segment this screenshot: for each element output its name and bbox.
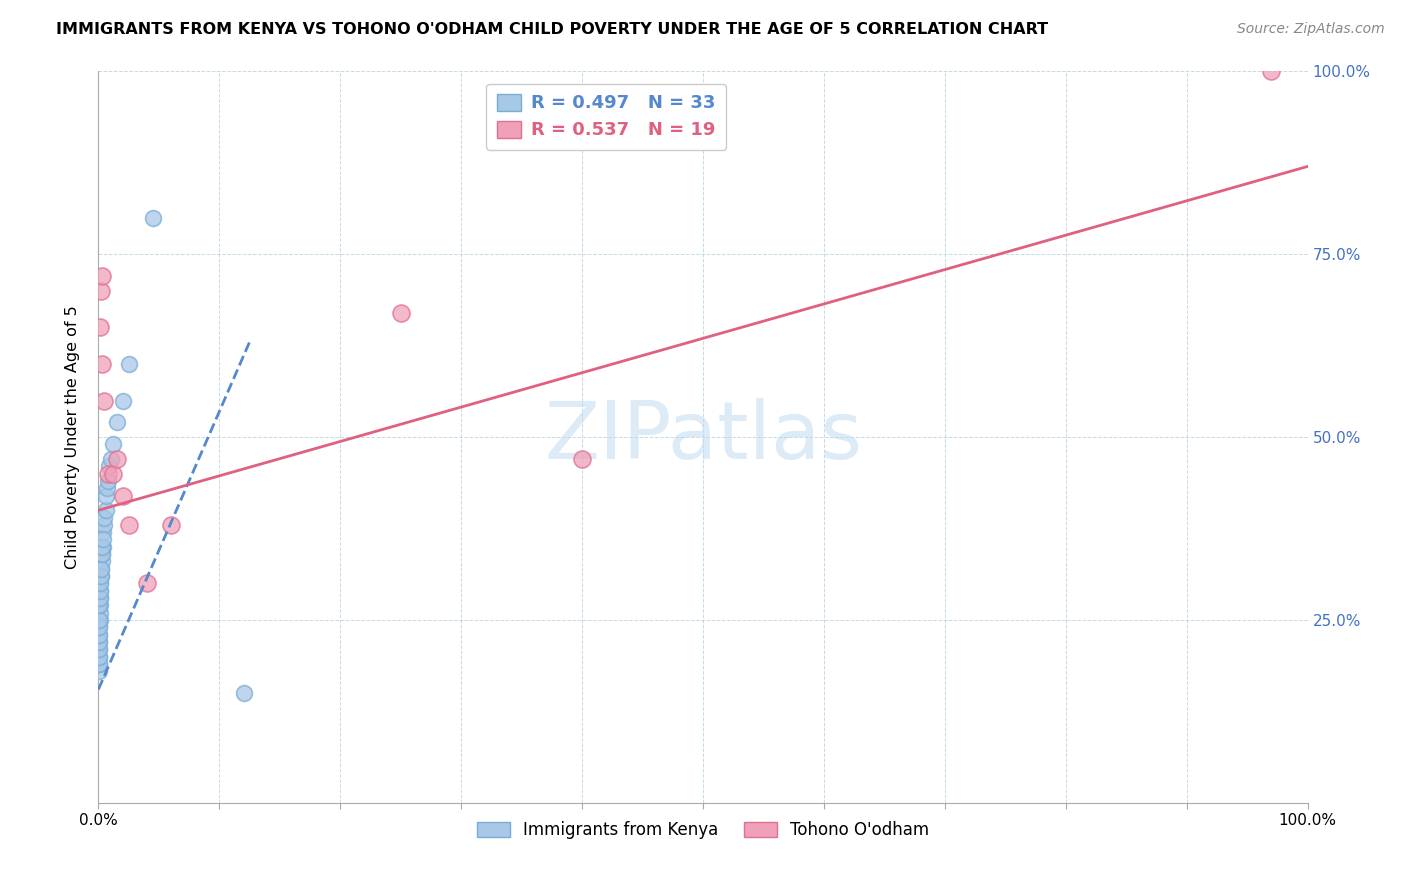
Point: [142, 211, 165, 225]
Point: [111, 489, 134, 503]
Point: [97, 474, 120, 488]
Point: [89, 576, 111, 591]
Point: [87, 649, 110, 664]
Point: [87, 642, 110, 657]
Point: [160, 517, 183, 532]
Point: [89, 635, 111, 649]
Point: [90, 569, 112, 583]
Point: [89, 599, 111, 613]
Point: [94, 489, 117, 503]
Point: [87, 649, 110, 664]
Point: [87, 657, 110, 671]
Point: [89, 606, 111, 620]
Point: [105, 416, 128, 430]
Text: Source: ZipAtlas.com: Source: ZipAtlas.com: [1237, 22, 1385, 37]
Point: [101, 467, 124, 481]
Point: [91, 547, 114, 561]
Point: [87, 620, 110, 634]
Point: [96, 481, 118, 495]
Point: [94, 503, 117, 517]
Point: [91, 554, 114, 568]
Point: [89, 591, 111, 605]
Point: [89, 599, 111, 613]
Point: [389, 306, 412, 320]
Point: [89, 591, 111, 605]
Point: [89, 576, 111, 591]
Point: [90, 284, 112, 298]
Point: [93, 517, 115, 532]
Point: [91, 533, 114, 547]
Point: [87, 642, 110, 657]
Point: [89, 613, 111, 627]
Point: [91, 547, 114, 561]
Point: [101, 437, 124, 451]
Point: [100, 452, 122, 467]
Point: [105, 452, 128, 467]
Point: [90, 569, 112, 583]
Point: [91, 357, 114, 371]
Point: [118, 517, 141, 532]
Point: [90, 562, 112, 576]
Point: [135, 576, 157, 591]
Y-axis label: Child Poverty Under the Age of 5: Child Poverty Under the Age of 5: [65, 305, 80, 569]
Point: [91, 269, 114, 284]
Point: [87, 627, 110, 641]
Point: [89, 320, 111, 334]
Point: [93, 393, 115, 408]
Point: [87, 664, 110, 678]
Point: [1260, 64, 1282, 78]
Text: ZIPatlas: ZIPatlas: [544, 398, 862, 476]
Point: [232, 686, 254, 700]
Point: [91, 540, 114, 554]
Point: [89, 627, 111, 641]
Point: [111, 393, 134, 408]
Point: [118, 357, 141, 371]
Point: [89, 583, 111, 598]
Legend: Immigrants from Kenya, Tohono O'odham: Immigrants from Kenya, Tohono O'odham: [470, 814, 936, 846]
Point: [87, 635, 110, 649]
Point: [91, 540, 114, 554]
Point: [89, 620, 111, 634]
Point: [87, 657, 110, 671]
Text: IMMIGRANTS FROM KENYA VS TOHONO O'ODHAM CHILD POVERTY UNDER THE AGE OF 5 CORRELA: IMMIGRANTS FROM KENYA VS TOHONO O'ODHAM …: [56, 22, 1049, 37]
Point: [89, 613, 111, 627]
Point: [93, 510, 115, 524]
Point: [89, 583, 111, 598]
Point: [97, 467, 120, 481]
Point: [98, 459, 121, 474]
Point: [571, 452, 593, 467]
Point: [90, 562, 112, 576]
Point: [91, 525, 114, 540]
